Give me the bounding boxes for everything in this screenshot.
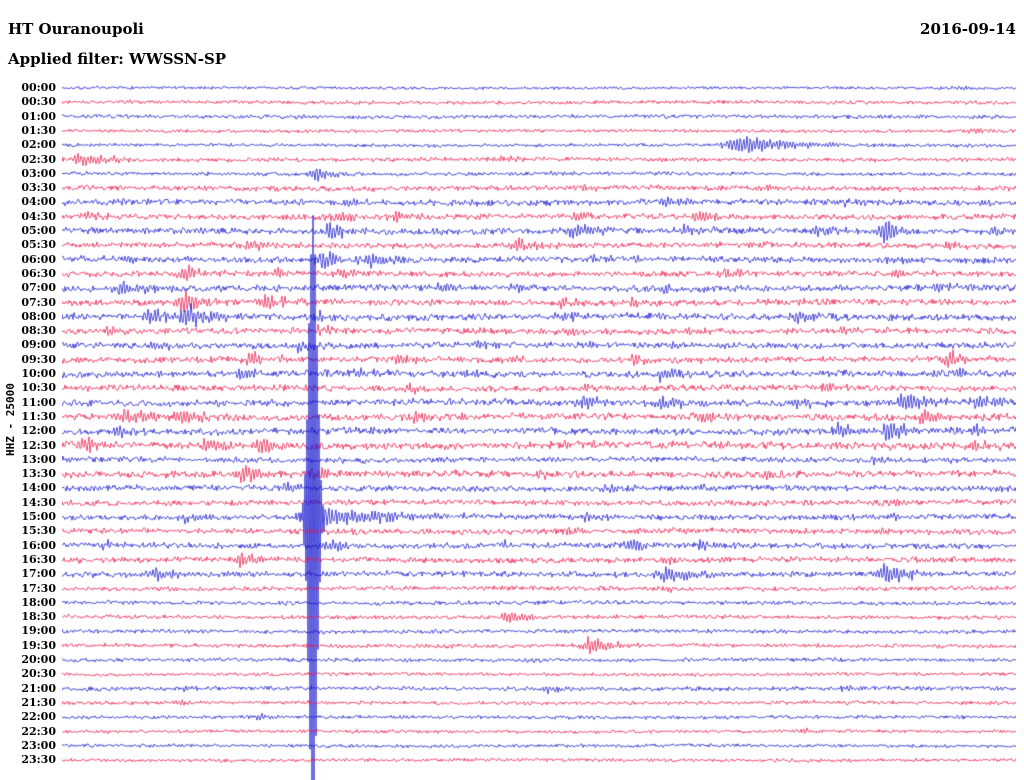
helicorder-canvas: [62, 80, 1016, 780]
time-label: 00:00: [21, 81, 56, 94]
time-label: 16:30: [21, 552, 56, 566]
time-label: 14:30: [21, 495, 56, 509]
time-label: 13:30: [21, 467, 56, 481]
time-label: 02:00: [21, 138, 56, 152]
time-label: 23:30: [21, 753, 56, 767]
time-label: 07:30: [21, 295, 56, 309]
time-label: 15:00: [21, 510, 56, 523]
time-axis: 00:00 00:30 01:00 01:30 02:00 02:30 03:00 03:30…: [0, 0, 58, 780]
time-label: 23:00: [21, 738, 56, 752]
time-label: 06:30: [21, 266, 56, 280]
time-label: 06:00: [21, 252, 56, 266]
filter-label: Applied filter: WWSSN-SP: [8, 50, 227, 68]
time-label: 16:00: [21, 538, 56, 552]
time-label: 17:00: [21, 567, 56, 581]
time-label: 20:30: [21, 667, 56, 681]
time-label: 07:00: [21, 281, 56, 295]
time-label: 01:30: [21, 123, 56, 137]
time-label: 11:30: [21, 409, 56, 423]
time-label: 05:30: [21, 238, 56, 252]
time-label: 19:30: [21, 638, 56, 652]
time-label: 15:30: [21, 524, 56, 538]
time-label: 19:00: [21, 624, 56, 638]
time-label: 03:00: [21, 166, 56, 180]
time-label: 14:00: [21, 481, 56, 495]
time-label: 10:30: [21, 381, 56, 395]
station-title: HT Ouranoupoli: [8, 20, 144, 38]
time-label: 04:30: [21, 209, 56, 223]
time-label: 21:30: [21, 695, 56, 709]
time-label: 13:00: [21, 452, 56, 466]
time-label: 17:30: [21, 581, 56, 595]
time-label: 08:00: [21, 309, 56, 323]
time-label: 01:00: [21, 109, 56, 123]
time-label: 05:00: [21, 224, 56, 237]
time-label: 21:00: [21, 681, 56, 695]
time-label: 03:30: [21, 181, 56, 195]
time-label: 09:30: [21, 352, 56, 366]
time-label: 22:00: [21, 710, 56, 724]
date-label: 2016-09-14: [920, 20, 1016, 38]
time-label: 09:00: [21, 338, 56, 352]
time-label: 02:30: [21, 152, 56, 166]
time-label: 20:00: [21, 653, 56, 666]
time-label: 08:30: [21, 324, 56, 338]
time-label: 00:30: [21, 95, 56, 109]
time-label: 18:00: [21, 595, 56, 609]
time-label: 04:00: [21, 195, 56, 209]
time-label: 10:00: [21, 367, 56, 380]
time-label: 12:00: [21, 424, 56, 438]
time-label: 12:30: [21, 438, 56, 452]
time-label: 22:30: [21, 724, 56, 738]
time-label: 18:30: [21, 610, 56, 624]
time-label: 11:00: [21, 395, 56, 409]
